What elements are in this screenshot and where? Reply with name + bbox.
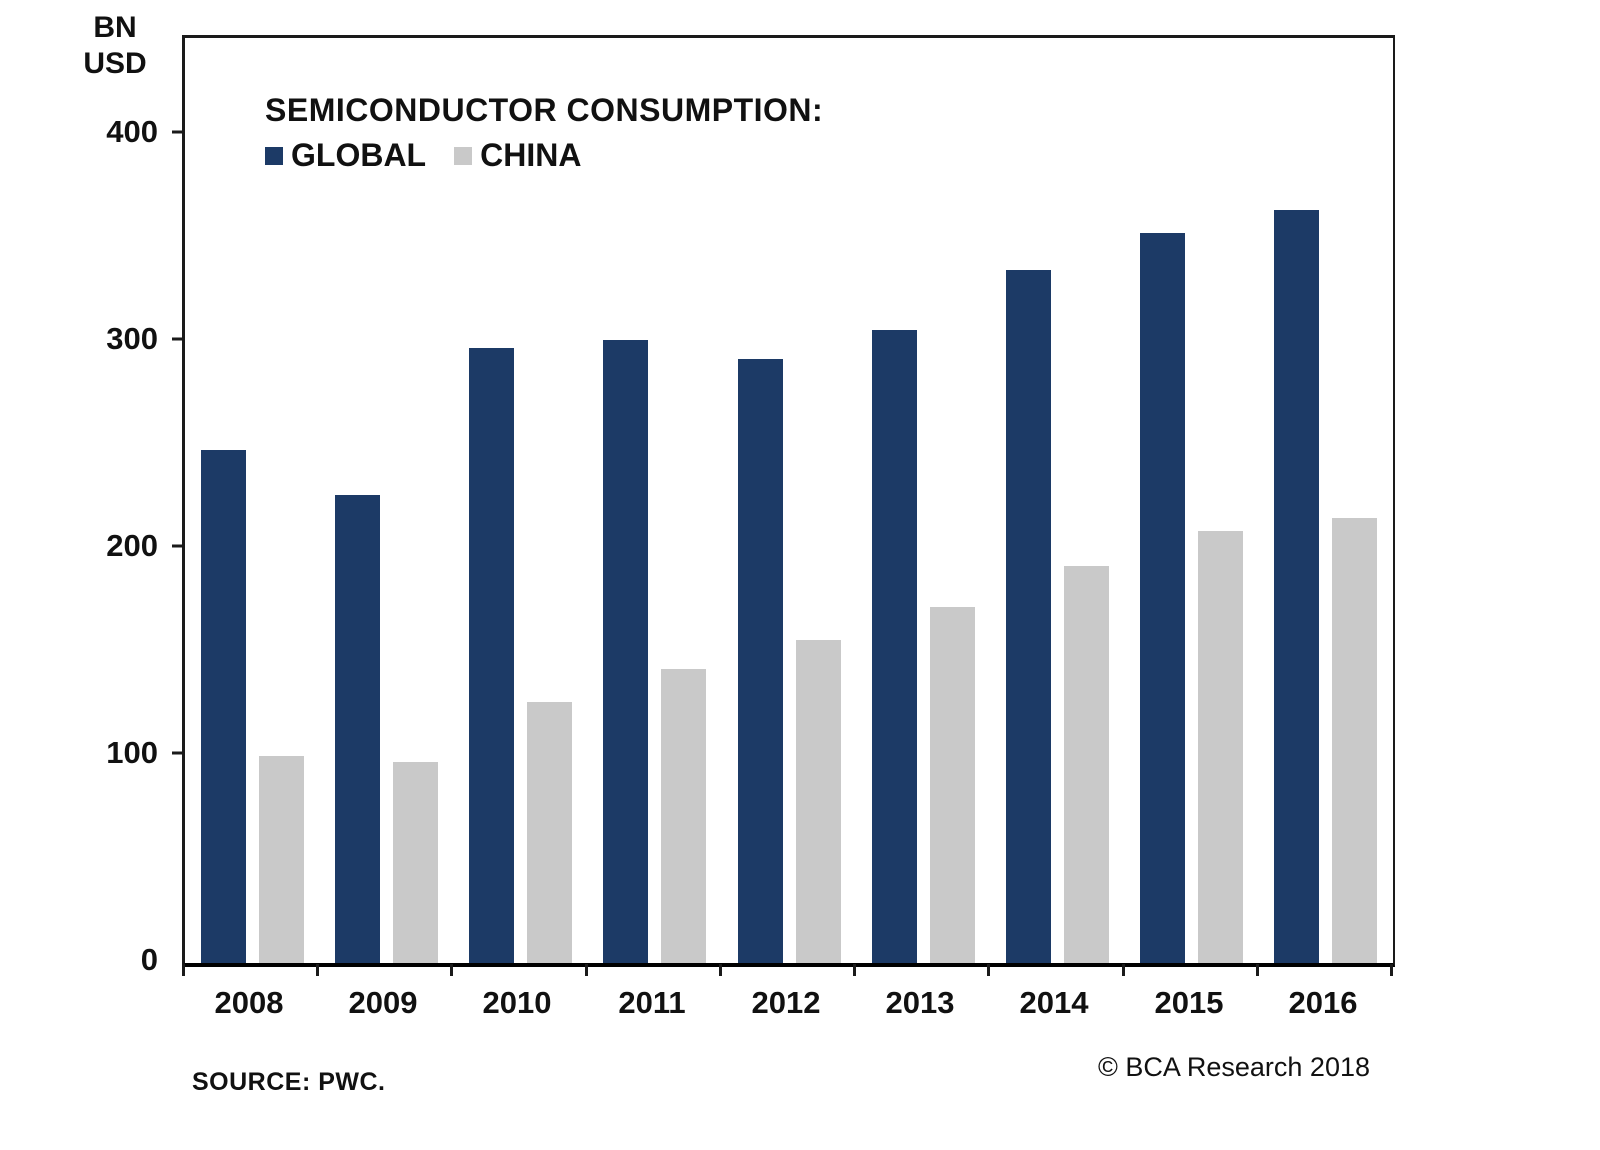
bar-global-2014 — [1006, 270, 1051, 963]
y-tick-label-300: 300 — [106, 321, 158, 357]
x-tick-mark-6 — [987, 964, 990, 976]
x-tick-mark-0 — [182, 964, 185, 976]
chart-title: SEMICONDUCTOR CONSUMPTION: — [265, 92, 824, 128]
x-tick-label-2015: 2015 — [1154, 985, 1224, 1020]
bar-china-2010 — [527, 702, 572, 963]
x-tick-label-2008: 2008 — [214, 985, 284, 1020]
bar-china-2009 — [393, 762, 438, 963]
bar-china-2013 — [930, 607, 975, 963]
bar-china-2015 — [1198, 531, 1243, 963]
x-tick-label-2014: 2014 — [1019, 985, 1089, 1020]
y-axis-unit-line1: BN — [93, 11, 137, 44]
bar-global-2010 — [469, 348, 514, 963]
x-tick-mark-1 — [316, 964, 319, 976]
x-tick-mark-3 — [585, 964, 588, 976]
bar-global-2008 — [201, 450, 246, 963]
bar-global-2015 — [1140, 233, 1185, 963]
legend-item-china: CHINA — [454, 137, 581, 174]
legend-swatch-global — [265, 146, 283, 165]
x-tick-label-2011: 2011 — [618, 985, 686, 1020]
bar-global-2011 — [603, 340, 648, 963]
y-tick-label-0: 0 — [140, 942, 158, 977]
bar-china-2014 — [1064, 566, 1109, 963]
x-tick-mark-2 — [450, 964, 453, 976]
bar-china-2011 — [661, 669, 706, 963]
legend-row: GLOBAL CHINA — [265, 137, 823, 174]
y-tick-mark-400 — [172, 130, 184, 134]
x-tick-mark-4 — [719, 964, 722, 976]
bar-global-2016 — [1274, 210, 1319, 963]
legend-label-global: GLOBAL — [291, 137, 427, 173]
x-tick-label-2009: 2009 — [348, 985, 418, 1020]
y-tick-mark-200 — [172, 544, 184, 548]
y-tick-label-400: 400 — [106, 114, 158, 150]
legend-swatch-china — [454, 146, 473, 165]
chart-legend: SEMICONDUCTOR CONSUMPTION: GLOBAL CHINA — [265, 92, 823, 174]
x-tick-mark-8 — [1256, 964, 1259, 976]
bar-global-2009 — [335, 495, 380, 963]
plot-area — [182, 35, 1395, 967]
bar-china-2012 — [796, 640, 841, 963]
x-tick-label-2016: 2016 — [1288, 985, 1358, 1020]
y-axis-unit-line2: USD — [83, 47, 147, 80]
x-tick-label-2010: 2010 — [482, 985, 552, 1020]
x-tick-label-2013: 2013 — [885, 985, 955, 1020]
bar-global-2012 — [738, 359, 783, 963]
y-tick-label-100: 100 — [106, 735, 158, 771]
source-note: SOURCE: PWC. — [192, 1068, 386, 1096]
y-tick-mark-100 — [172, 751, 184, 755]
x-tick-mark-9 — [1390, 964, 1393, 976]
x-tick-mark-7 — [1122, 964, 1125, 976]
x-tick-label-2012: 2012 — [751, 985, 821, 1020]
y-tick-label-200: 200 — [106, 528, 158, 564]
x-tick-mark-5 — [853, 964, 856, 976]
bar-china-2016 — [1332, 518, 1377, 963]
legend-label-china: CHINA — [480, 137, 582, 173]
legend-item-global: GLOBAL — [265, 137, 426, 174]
y-tick-mark-300 — [172, 337, 184, 341]
credit-note: © BCA Research 2018 — [1097, 1052, 1370, 1082]
y-axis-unit-label: BN USD — [75, 10, 155, 82]
bar-global-2013 — [872, 330, 917, 963]
bar-china-2008 — [259, 756, 304, 963]
